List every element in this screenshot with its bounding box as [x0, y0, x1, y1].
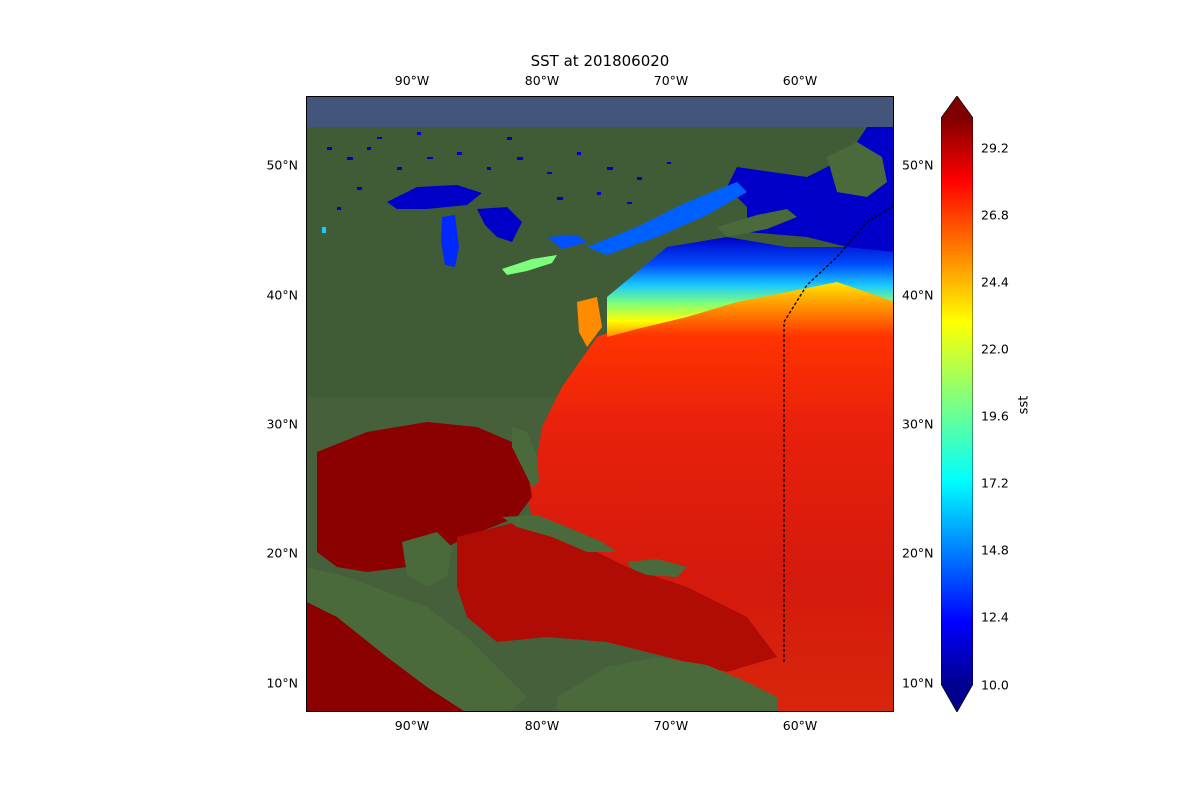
lat-tick-right: 20°N: [902, 545, 934, 561]
pacific: [307, 602, 464, 711]
colorbar-tick: 22.0: [981, 341, 1009, 357]
colorbar-tick: 12.4: [981, 609, 1009, 625]
lake-superior: [387, 185, 482, 209]
lat-tick-right: 30°N: [902, 416, 934, 432]
lat-tick-left: 20°N: [266, 545, 298, 561]
nova-scotia: [717, 209, 797, 237]
hispaniola: [627, 559, 687, 577]
small-lakes: [322, 132, 671, 233]
lat-tick-left: 10°N: [266, 675, 298, 691]
top-water-strip: [307, 97, 893, 127]
cuba: [502, 515, 617, 552]
colorbar-tick: 29.2: [981, 140, 1009, 156]
colorbar-tick: 26.8: [981, 207, 1009, 223]
lon-tick-bottom: 90°W: [394, 718, 430, 733]
colorbar-tick: 19.6: [981, 408, 1009, 424]
map-title: SST at 201806020: [530, 52, 670, 70]
lat-tick-right: 40°N: [902, 287, 934, 303]
colorbar-top-extend: [941, 96, 973, 118]
gulf-of-mexico: [317, 422, 532, 572]
lake-michigan: [441, 215, 459, 267]
lon-tick-bottom: 60°W: [782, 718, 818, 733]
lake-ontario: [547, 235, 587, 249]
colorbar-tick: 14.8: [981, 542, 1009, 558]
track-line: [783, 205, 893, 662]
newfoundland: [827, 142, 887, 197]
lon-tick-top: 90°W: [394, 73, 430, 88]
lat-tick-left: 40°N: [266, 287, 298, 303]
colorbar-tick: 17.2: [981, 475, 1009, 491]
yucatan: [402, 532, 452, 587]
colorbar-bottom-extend: [941, 684, 973, 712]
colorbar-tick: 10.0: [981, 677, 1009, 693]
chesapeake: [577, 297, 602, 347]
gulf-stream-front: [607, 237, 893, 337]
lon-tick-bottom: 80°W: [524, 718, 560, 733]
south-america: [557, 657, 777, 711]
sst-map[interactable]: [306, 96, 894, 712]
lon-tick-bottom: 70°W: [653, 718, 689, 733]
lon-tick-top: 60°W: [782, 73, 818, 88]
lon-tick-top: 80°W: [524, 73, 560, 88]
lake-erie: [502, 255, 557, 275]
caribbean: [457, 522, 777, 672]
lat-tick-left: 30°N: [266, 416, 298, 432]
colorbar: [941, 96, 973, 712]
lat-tick-right: 10°N: [902, 675, 934, 691]
lat-tick-left: 50°N: [266, 157, 298, 173]
st-lawrence: [587, 182, 747, 255]
central-america: [307, 567, 527, 711]
colorbar-label: sst: [1016, 395, 1032, 415]
lon-tick-top: 70°W: [653, 73, 689, 88]
lat-tick-right: 50°N: [902, 157, 934, 173]
lake-huron: [477, 207, 522, 242]
colorbar-tick: 24.4: [981, 274, 1009, 290]
florida: [512, 427, 539, 487]
